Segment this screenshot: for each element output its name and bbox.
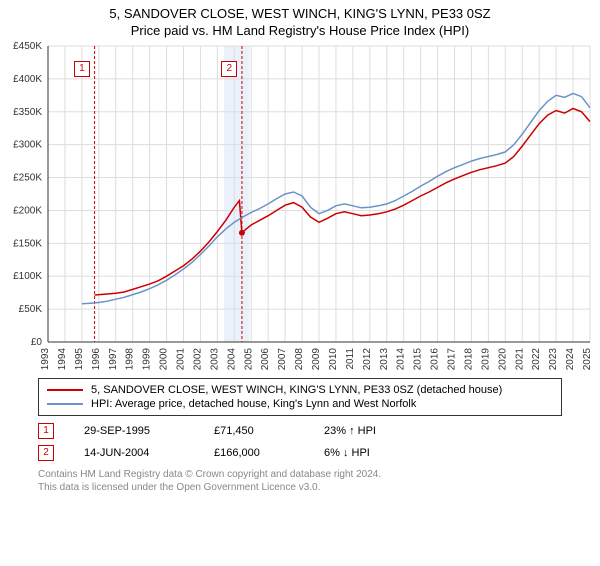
footer-line-1: Contains HM Land Registry data © Crown c…: [38, 468, 562, 481]
svg-text:2023: 2023: [548, 348, 559, 371]
svg-text:2002: 2002: [192, 348, 203, 371]
svg-text:2019: 2019: [480, 348, 491, 371]
svg-text:2000: 2000: [159, 348, 170, 371]
legend-swatch: [47, 389, 83, 391]
legend-swatch: [47, 403, 83, 405]
marker-date: 29-SEP-1995: [84, 425, 184, 437]
svg-text:2021: 2021: [514, 348, 525, 371]
marker-badge: 2: [38, 445, 54, 461]
chart-area: £0 £50K £100K £150K £200K £250K £300K £350K £400…: [0, 42, 600, 372]
legend-label: HPI: Average price, detached house, King…: [91, 398, 416, 410]
svg-text:2017: 2017: [447, 348, 458, 371]
svg-text:£50K: £50K: [19, 304, 43, 315]
svg-text:2001: 2001: [176, 348, 187, 371]
svg-text:2012: 2012: [362, 348, 373, 371]
svg-text:£100K: £100K: [13, 271, 42, 282]
marker-badge: 1: [38, 423, 54, 439]
marker-row-2: 2 14-JUN-2004 £166,000 6% ↓ HPI: [38, 442, 562, 464]
svg-text:1993: 1993: [40, 348, 51, 371]
chart-title-address: 5, SANDOVER CLOSE, WEST WINCH, KING'S LY…: [0, 6, 600, 21]
svg-text:2020: 2020: [497, 348, 508, 371]
svg-text:£300K: £300K: [13, 140, 42, 151]
svg-text:£450K: £450K: [13, 42, 42, 52]
svg-text:2003: 2003: [209, 348, 220, 371]
marker-date: 14-JUN-2004: [84, 447, 184, 459]
svg-text:1995: 1995: [74, 348, 85, 371]
svg-text:2014: 2014: [396, 348, 407, 371]
svg-text:1999: 1999: [142, 348, 153, 371]
marker-price: £166,000: [214, 447, 294, 459]
svg-text:£200K: £200K: [13, 205, 42, 216]
svg-text:2009: 2009: [311, 348, 322, 371]
svg-text:2025: 2025: [582, 348, 593, 371]
chart-title-subtitle: Price paid vs. HM Land Registry's House …: [0, 23, 600, 38]
svg-text:£350K: £350K: [13, 107, 42, 118]
marker-row-1: 1 29-SEP-1995 £71,450 23% ↑ HPI: [38, 420, 562, 442]
svg-text:1994: 1994: [57, 348, 68, 371]
svg-text:1996: 1996: [91, 348, 102, 371]
svg-text:1997: 1997: [108, 348, 119, 371]
svg-text:1998: 1998: [125, 348, 136, 371]
svg-text:2004: 2004: [226, 348, 237, 371]
marker-price: £71,450: [214, 425, 294, 437]
svg-text:2011: 2011: [345, 348, 356, 370]
footer: Contains HM Land Registry data © Crown c…: [38, 468, 562, 494]
line-chart-svg: £0 £50K £100K £150K £200K £250K £300K £350K £400…: [0, 42, 600, 372]
svg-text:2022: 2022: [531, 348, 542, 371]
svg-text:2013: 2013: [379, 348, 390, 371]
svg-text:2010: 2010: [328, 348, 339, 371]
footer-line-2: This data is licensed under the Open Gov…: [38, 481, 562, 494]
svg-text:2016: 2016: [430, 348, 441, 371]
legend-item-hpi: HPI: Average price, detached house, King…: [47, 397, 553, 411]
marker-hpi: 23% ↑ HPI: [324, 425, 414, 437]
svg-text:2008: 2008: [294, 348, 305, 371]
svg-text:£400K: £400K: [13, 74, 42, 85]
svg-text:2015: 2015: [413, 348, 424, 371]
svg-text:2005: 2005: [243, 348, 254, 371]
svg-text:£250K: £250K: [13, 173, 42, 184]
chart-marker-badge: 2: [221, 61, 237, 77]
svg-text:2018: 2018: [463, 348, 474, 371]
legend-item-price-paid: 5, SANDOVER CLOSE, WEST WINCH, KING'S LY…: [47, 383, 553, 397]
svg-text:£0: £0: [31, 337, 43, 348]
svg-text:2006: 2006: [260, 348, 271, 371]
legend: 5, SANDOVER CLOSE, WEST WINCH, KING'S LY…: [38, 378, 562, 416]
marker-hpi: 6% ↓ HPI: [324, 447, 414, 459]
legend-label: 5, SANDOVER CLOSE, WEST WINCH, KING'S LY…: [91, 384, 502, 396]
svg-text:2024: 2024: [565, 348, 576, 371]
svg-text:2007: 2007: [277, 348, 288, 371]
marker-table: 1 29-SEP-1995 £71,450 23% ↑ HPI 2 14-JUN…: [38, 420, 562, 464]
svg-text:£150K: £150K: [13, 238, 42, 249]
chart-marker-badge: 1: [74, 61, 90, 77]
